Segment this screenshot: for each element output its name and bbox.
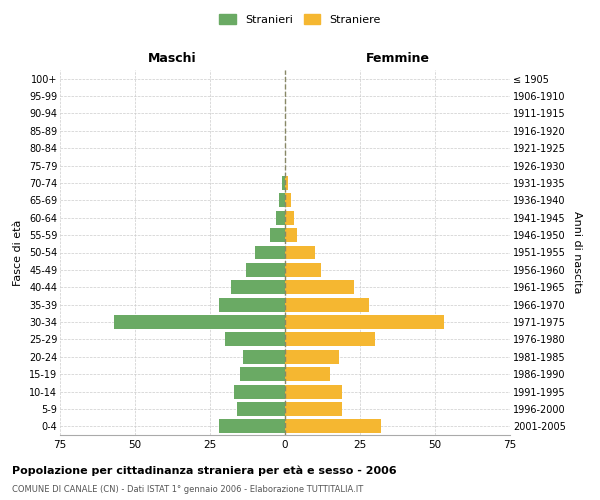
Bar (285, 384, 342, 398)
Bar (285, 263, 321, 277)
Bar (114, 315, 285, 329)
Bar (285, 211, 294, 224)
Bar (285, 298, 369, 312)
Bar (285, 280, 354, 294)
Legend: Stranieri, Straniere: Stranieri, Straniere (216, 10, 384, 28)
Bar (285, 315, 444, 329)
Bar (285, 367, 330, 381)
Bar (276, 211, 285, 224)
Bar (231, 280, 285, 294)
Bar (219, 420, 285, 434)
Bar (237, 402, 285, 416)
Bar (285, 332, 375, 346)
Bar (234, 384, 285, 398)
Bar (219, 298, 285, 312)
Text: Popolazione per cittadinanza straniera per età e sesso - 2006: Popolazione per cittadinanza straniera p… (12, 465, 397, 475)
Bar (240, 367, 285, 381)
Text: COMUNE DI CANALE (CN) - Dati ISTAT 1° gennaio 2006 - Elaborazione TUTTITALIA.IT: COMUNE DI CANALE (CN) - Dati ISTAT 1° ge… (12, 485, 363, 494)
Bar (225, 332, 285, 346)
Bar (285, 246, 315, 260)
Bar (243, 350, 285, 364)
Bar (285, 194, 291, 207)
Bar (285, 402, 342, 416)
Bar (285, 228, 297, 242)
Bar (270, 228, 285, 242)
Bar (285, 176, 288, 190)
Bar (282, 176, 285, 190)
Bar (279, 194, 285, 207)
Text: Maschi: Maschi (148, 52, 197, 65)
Bar (285, 420, 381, 434)
Bar (285, 350, 339, 364)
Y-axis label: Anni di nascita: Anni di nascita (572, 211, 583, 294)
Bar (255, 246, 285, 260)
Y-axis label: Fasce di età: Fasce di età (13, 220, 23, 286)
Bar (246, 263, 285, 277)
Text: Femmine: Femmine (365, 52, 430, 65)
